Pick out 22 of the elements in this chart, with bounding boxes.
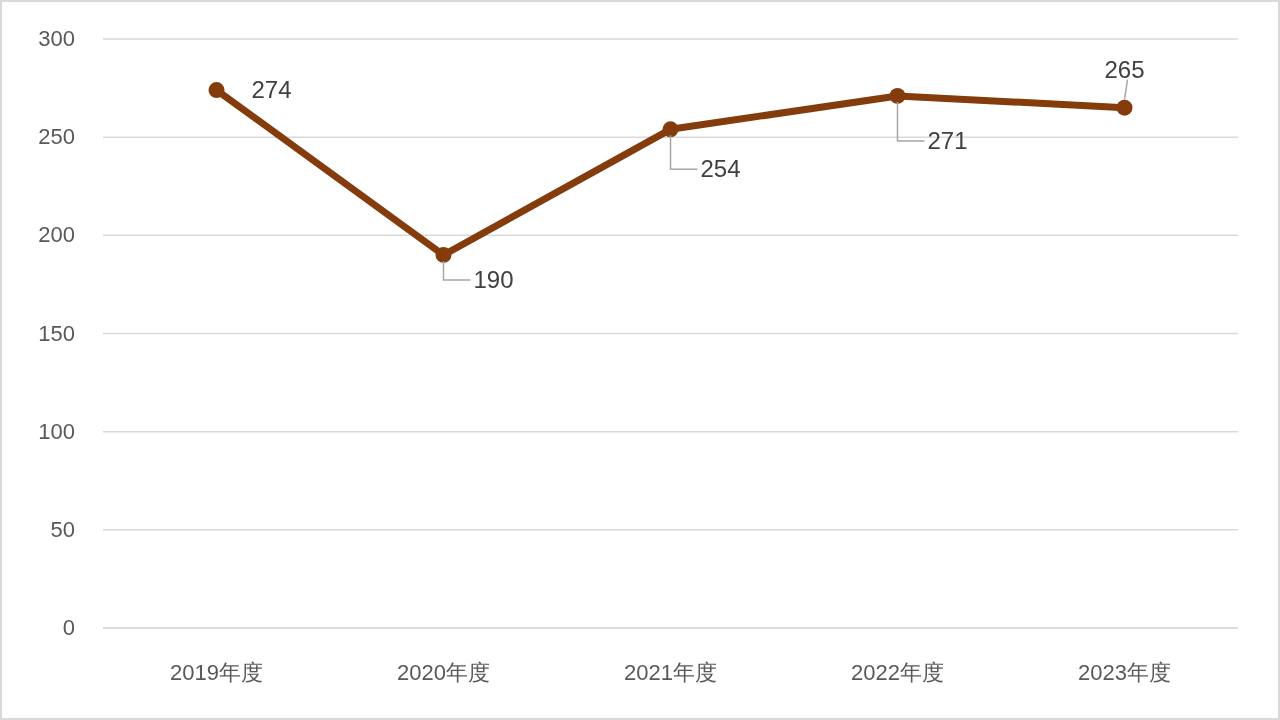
y-tick-label: 250 — [38, 124, 75, 150]
data-label: 190 — [473, 265, 514, 293]
x-tick-label: 2019年度 — [170, 660, 263, 685]
y-tick-label: 100 — [38, 418, 75, 444]
point — [889, 87, 906, 104]
point — [208, 82, 225, 99]
data-label: 265 — [1104, 55, 1145, 83]
point — [1116, 99, 1133, 116]
x-tick-label: 2021年度 — [624, 660, 717, 685]
y-tick-label: 50 — [50, 516, 75, 542]
data-label: 254 — [700, 155, 741, 183]
y-tick-label: 200 — [38, 222, 75, 248]
point — [662, 121, 679, 138]
x-tick-label: 2020年度 — [397, 660, 490, 685]
x-tick-label: 2023年度 — [1078, 660, 1171, 685]
data-label: 271 — [927, 126, 968, 154]
point — [435, 246, 452, 263]
y-tick-label: 150 — [38, 320, 75, 346]
data-label: 274 — [251, 76, 292, 104]
y-tick-label: 300 — [38, 26, 75, 51]
x-tick-label: 2022年度 — [851, 660, 944, 685]
y-tick-label: 0 — [62, 615, 75, 640]
